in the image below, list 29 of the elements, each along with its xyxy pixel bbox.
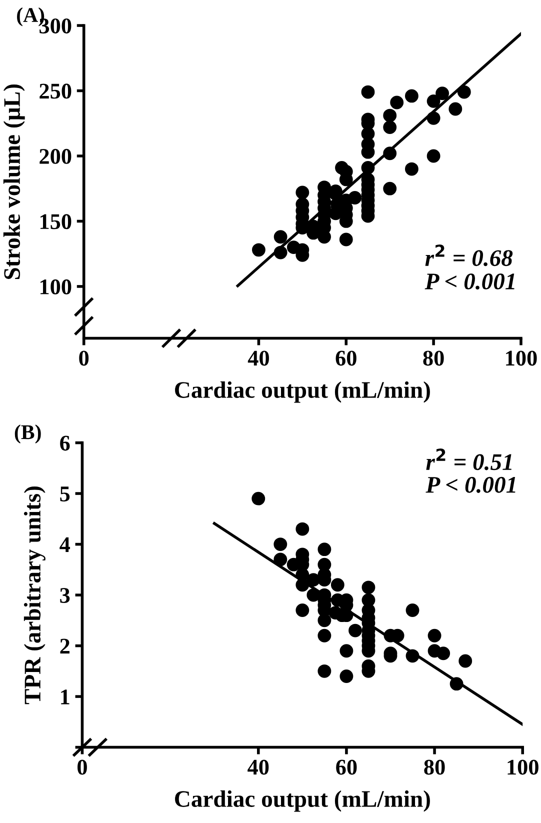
chart-title: (B) bbox=[14, 424, 41, 444]
annotation: P < 0.001 bbox=[424, 274, 514, 290]
y-tick-label: 5 bbox=[60, 486, 70, 502]
y-tick-label: 200 bbox=[40, 148, 72, 164]
x-tick-label: 60 bbox=[336, 760, 357, 775]
annotation: P < 0.001 bbox=[426, 476, 516, 493]
x-tick-label: 0 bbox=[78, 760, 87, 775]
y-tick-label: 1 bbox=[61, 690, 70, 704]
x-tick-label: 0 bbox=[79, 350, 89, 366]
x-tick-label: 60 bbox=[336, 350, 356, 366]
x-tick-label: 80 bbox=[424, 760, 445, 775]
annotation: r$^{2}$ = 0.68 bbox=[425, 244, 513, 266]
x-tick-label: 100 bbox=[508, 760, 538, 775]
y-tick-label: 150 bbox=[40, 214, 72, 230]
y-axis-title: TPR (arbitrary units) bbox=[24, 486, 46, 704]
annotation: r$^{2}$ = 0.51 bbox=[426, 448, 512, 470]
y-tick-label: 250 bbox=[40, 84, 72, 99]
y-tick-label: 2 bbox=[60, 638, 70, 654]
y-tick-label: 3 bbox=[60, 588, 70, 603]
x-tick-label: 80 bbox=[423, 350, 444, 366]
x-tick-label: 100 bbox=[506, 350, 537, 366]
x-tick-label: 40 bbox=[248, 350, 269, 366]
y-tick-label: 6 bbox=[60, 436, 70, 451]
x-axis-title: Cardiac output (mL/min) bbox=[175, 790, 430, 812]
y-axis-title: Stroke volume (µL) bbox=[3, 84, 25, 280]
y-tick-label: 4 bbox=[60, 537, 70, 552]
x-axis-title: Cardiac output (mL/min) bbox=[175, 381, 430, 403]
x-tick-label: 40 bbox=[248, 760, 269, 775]
y-tick-label: 100 bbox=[40, 279, 72, 294]
